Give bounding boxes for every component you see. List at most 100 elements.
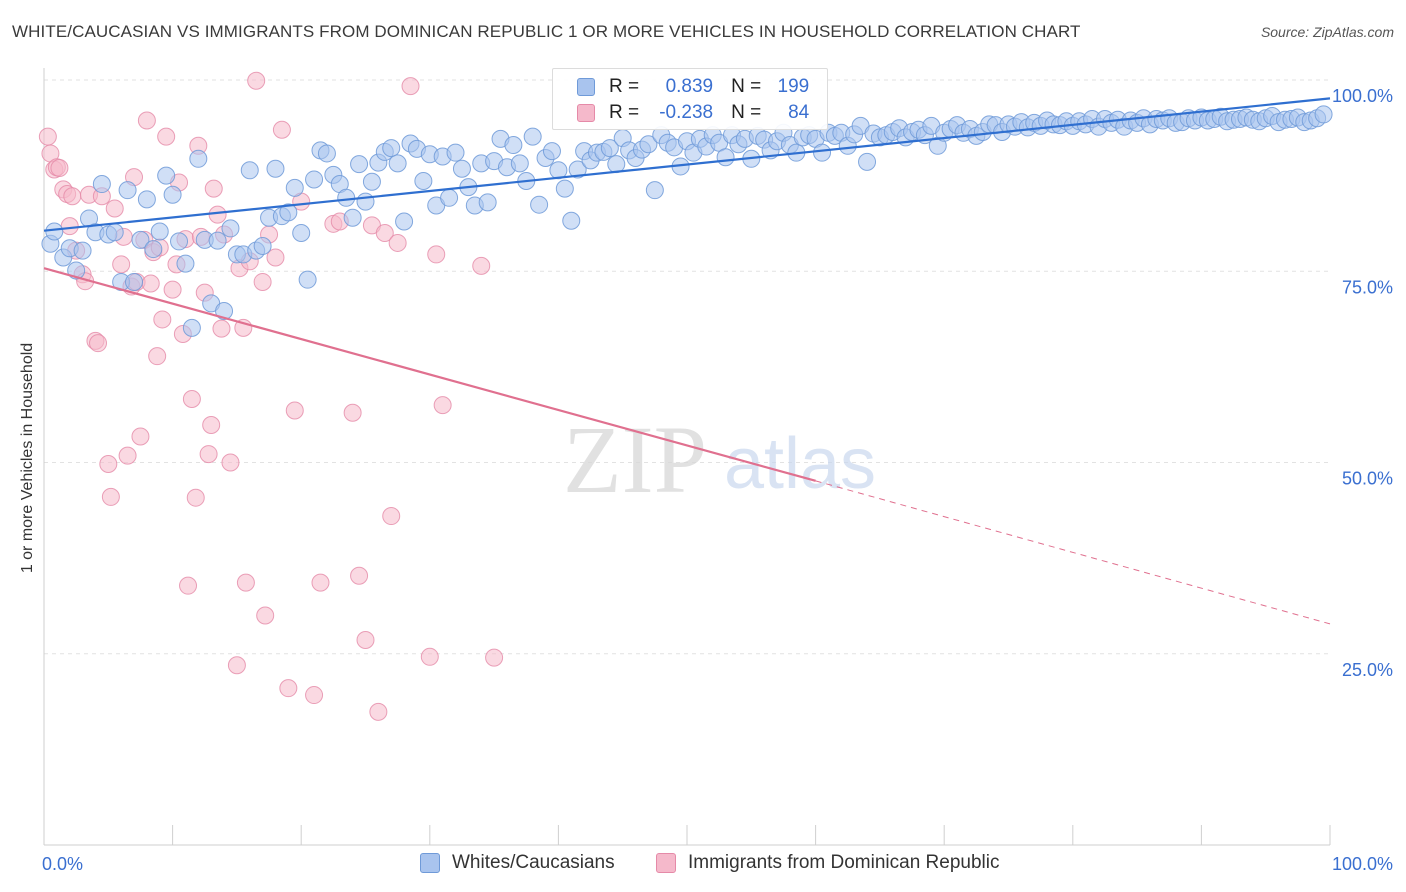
- data-point-white: [176, 254, 195, 273]
- data-point-white: [562, 211, 581, 230]
- data-point-white: [568, 160, 587, 179]
- series-white-points: [41, 105, 1333, 337]
- legend-item-dominican[interactable]: Immigrants from Dominican Republic: [656, 852, 1000, 874]
- trend-line-dominican-extension: [815, 480, 1331, 625]
- legend-n-value: 84: [788, 102, 810, 123]
- data-point-white: [639, 135, 658, 154]
- data-point-white: [523, 127, 542, 146]
- data-point-dominican: [163, 280, 182, 299]
- data-point-dominican: [186, 488, 205, 507]
- data-point-white: [208, 231, 227, 250]
- data-point-white: [388, 154, 407, 173]
- data-point-white: [144, 240, 163, 259]
- data-point-dominican: [272, 120, 291, 139]
- data-point-white: [337, 188, 356, 207]
- data-point-dominican: [247, 71, 266, 90]
- data-point-white: [221, 219, 240, 238]
- data-point-dominican: [485, 648, 504, 667]
- trend-line-dominican: [43, 267, 816, 482]
- data-point-white: [118, 181, 137, 200]
- data-point-dominican: [256, 606, 275, 625]
- data-point-white: [645, 181, 664, 200]
- data-point-dominican: [99, 455, 118, 474]
- data-point-white: [45, 222, 64, 241]
- data-point-dominican: [472, 256, 491, 275]
- data-point-white: [215, 302, 234, 321]
- data-point-dominican: [179, 576, 198, 595]
- data-point-white: [105, 223, 124, 242]
- data-point-dominican: [420, 647, 439, 666]
- watermark-atlas: atlas: [724, 424, 876, 504]
- data-point-white: [73, 241, 92, 260]
- data-point-dominican: [60, 217, 79, 236]
- legend-item-label: Immigrants from Dominican Republic: [688, 852, 1000, 873]
- data-point-dominican: [401, 77, 420, 96]
- data-point-white: [157, 166, 176, 185]
- data-point-dominican: [388, 233, 407, 252]
- series-legend: Whites/Caucasians Immigrants from Domini…: [0, 852, 1406, 878]
- data-point-white: [131, 230, 150, 249]
- data-point-white: [343, 208, 362, 227]
- data-point-dominican: [89, 334, 108, 353]
- data-point-dominican: [212, 319, 231, 338]
- data-point-white: [240, 161, 259, 180]
- data-point-dominican: [112, 255, 131, 274]
- watermark-zip: ZIP: [563, 406, 707, 513]
- data-point-white: [478, 193, 497, 212]
- x-tick-label: 100.0%: [1332, 854, 1393, 874]
- correlation-legend: R = 0.839 N = 199 R = -0.238 N = 84: [552, 68, 828, 130]
- data-point-white: [125, 272, 144, 291]
- data-point-white: [163, 185, 182, 204]
- source-label: Source: ZipAtlas.com: [1260, 24, 1394, 40]
- data-point-dominican: [137, 111, 156, 130]
- legend-swatch-white: [420, 853, 440, 873]
- axes: [43, 68, 1331, 846]
- legend-swatch-dominican: [656, 853, 676, 873]
- data-point-white: [189, 149, 208, 168]
- data-point-dominican: [157, 127, 176, 146]
- legend-r-value: -0.238: [659, 102, 714, 123]
- data-point-dominican: [221, 453, 240, 472]
- legend-swatch-dominican: [577, 104, 595, 122]
- data-point-dominican: [105, 199, 124, 218]
- legend-item-label: Whites/Caucasians: [452, 852, 615, 873]
- data-point-dominican: [101, 487, 120, 506]
- data-point-dominican: [236, 573, 255, 592]
- data-point-white: [182, 318, 201, 337]
- data-point-dominican: [279, 679, 298, 698]
- data-point-dominican: [148, 347, 167, 366]
- chart-title: WHITE/CAUCASIAN VS IMMIGRANTS FROM DOMIN…: [12, 22, 1081, 41]
- y-tick-label: 50.0%: [1342, 469, 1393, 489]
- data-point-dominican: [118, 446, 137, 465]
- legend-n-value: 199: [777, 76, 810, 97]
- data-point-dominican: [350, 566, 369, 585]
- data-point-dominican: [131, 427, 150, 446]
- series-dominican-points: [38, 71, 504, 721]
- legend-row-dominican: R = -0.238 N = 84: [577, 101, 809, 125]
- data-point-white: [395, 212, 414, 231]
- data-point-dominican: [199, 445, 218, 464]
- legend-r-label: R =: [609, 102, 640, 123]
- data-point-dominican: [266, 248, 285, 267]
- data-point-dominican: [50, 158, 69, 177]
- data-point-dominican: [356, 630, 375, 649]
- data-point-dominican: [343, 403, 362, 422]
- data-point-dominican: [202, 416, 221, 435]
- watermark: ZIP atlas: [563, 406, 876, 513]
- data-point-white: [858, 152, 877, 171]
- data-point-white: [137, 190, 156, 209]
- data-point-white: [446, 143, 465, 162]
- legend-r-value: 0.839: [665, 76, 714, 97]
- legend-item-white[interactable]: Whites/Caucasians: [420, 852, 615, 874]
- data-point-dominican: [311, 573, 330, 592]
- data-point-white: [317, 144, 336, 163]
- data-point-dominican: [382, 507, 401, 526]
- data-point-white: [542, 142, 561, 161]
- y-tick-labels: 25.0% 50.0% 75.0% 100.0%: [1332, 86, 1393, 680]
- data-point-white: [510, 154, 529, 173]
- x-tick-label: 0.0%: [42, 854, 83, 874]
- y-tick-label: 100.0%: [1332, 86, 1393, 106]
- data-point-white: [452, 159, 471, 178]
- data-point-dominican: [253, 272, 272, 291]
- data-point-white: [356, 192, 375, 211]
